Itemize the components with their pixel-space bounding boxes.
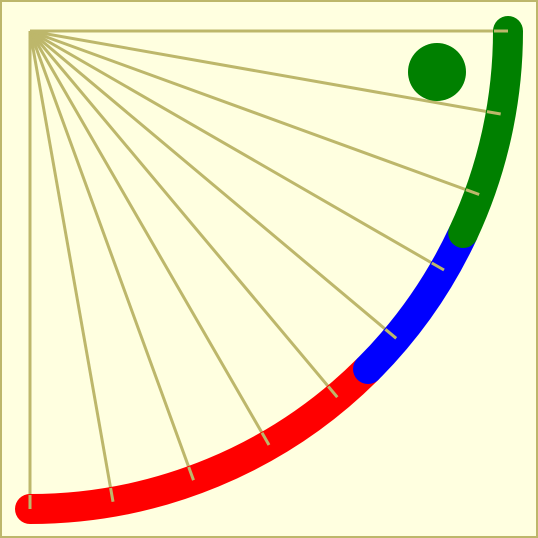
arc-segment-red: [15, 354, 383, 524]
ray-line-7: [29, 29, 480, 196]
ray-line-3: [28, 30, 271, 446]
ray-group: [28, 29, 508, 509]
ray-tip-1: [109, 487, 115, 502]
green-dot-token[interactable]: [408, 43, 466, 101]
ray-tip-2: [187, 466, 195, 481]
arc-segment-green: [448, 16, 523, 248]
arc-segment-blue: [353, 218, 479, 384]
ray-tip-3: [260, 432, 271, 446]
ray-line-4: [28, 30, 339, 399]
ray-line-6: [29, 29, 445, 272]
ray-line-1: [28, 30, 115, 502]
ray-line-8: [29, 29, 501, 116]
ray-line-2: [28, 30, 195, 481]
ray-line-5: [29, 29, 398, 340]
ray-tip-6: [431, 261, 445, 272]
arc-track: [15, 16, 523, 524]
ray-tip-4: [327, 385, 339, 399]
ray-tip-7: [465, 188, 480, 196]
ray-tip-8: [486, 110, 501, 116]
ray-tip-5: [384, 328, 398, 340]
